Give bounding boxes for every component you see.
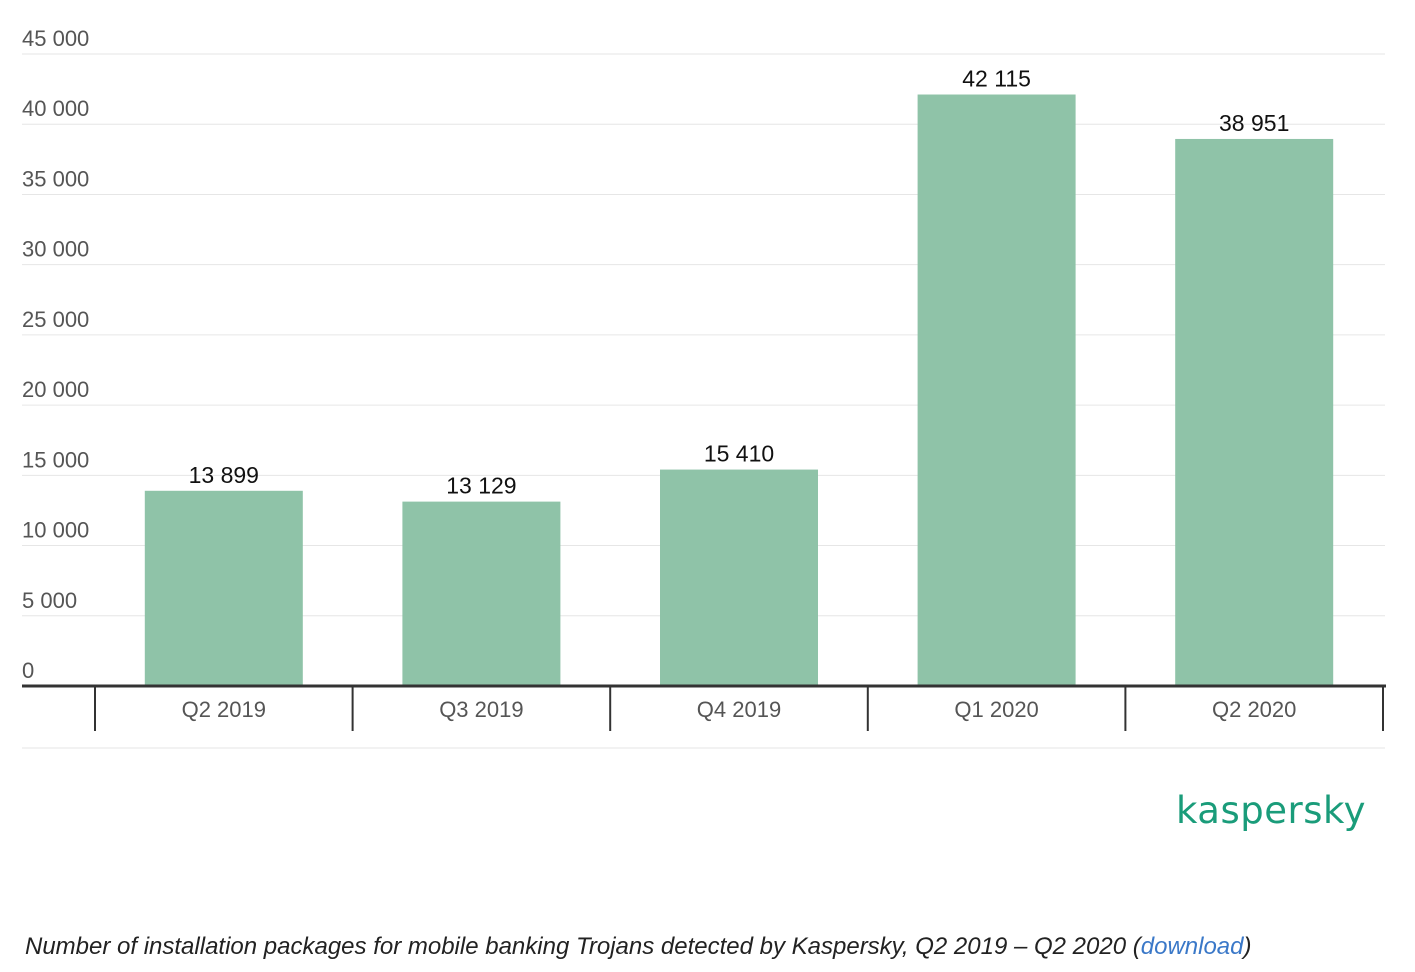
y-tick-label: 0 [22, 658, 34, 683]
bar [144, 490, 303, 686]
x-tick-label: Q2 2019 [182, 697, 266, 722]
bar-chart: 0 5 000 10 000 15 000 20 000 25 000 30 000 35 0… [22, 26, 1386, 749]
y-tick-label: 15 000 [22, 447, 89, 472]
x-axis [22, 684, 1386, 749]
caption-open-paren: ( [1132, 933, 1141, 960]
y-tick-label: 5 000 [22, 588, 77, 613]
y-tick-label: 35 000 [22, 166, 89, 191]
y-tick-label: 30 000 [22, 237, 89, 262]
y-tick-label: 40 000 [22, 96, 89, 121]
x-tick-label: Q2 2020 [1212, 697, 1296, 722]
data-label: 15 410 [704, 441, 774, 467]
x-axis-ticks: Q2 2019 Q3 2019 Q4 2019 Q1 2020 Q2 2020 [182, 697, 1297, 722]
x-tick-label: Q3 2019 [439, 697, 523, 722]
caption-text: Number of installation packages for mobi… [25, 933, 1127, 960]
bar [1175, 138, 1334, 687]
y-tick-label: 45 000 [22, 26, 89, 51]
data-label: 13 129 [446, 473, 516, 499]
x-tick-label: Q1 2020 [954, 697, 1038, 722]
y-tick-label: 10 000 [22, 518, 89, 543]
caption-close-paren: ) [1243, 933, 1252, 960]
bar [917, 94, 1076, 687]
y-tick-label: 25 000 [22, 307, 89, 332]
data-labels: 13 899 13 129 15 410 42 115 38 951 [189, 66, 1290, 499]
download-link[interactable]: download [1140, 933, 1244, 960]
y-tick-label: 20 000 [22, 377, 89, 402]
data-label: 38 951 [1219, 110, 1289, 136]
data-label: 42 115 [962, 66, 1031, 92]
x-tick-label: Q4 2019 [697, 697, 781, 722]
bar [660, 469, 818, 686]
kaspersky-logo: kaspersky [1176, 789, 1366, 832]
bar [402, 501, 561, 686]
bars [144, 94, 1334, 687]
y-axis-ticks: 0 5 000 10 000 15 000 20 000 25 000 30 000 35 0… [22, 26, 89, 683]
figure-caption: Number of installation packages for mobi… [25, 931, 1405, 962]
data-label: 13 899 [189, 462, 259, 488]
